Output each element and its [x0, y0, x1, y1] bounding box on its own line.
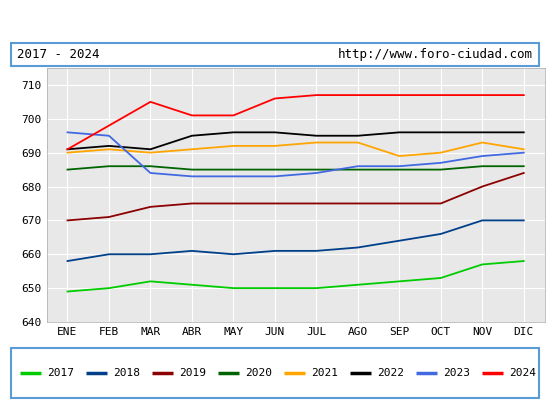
- FancyBboxPatch shape: [11, 348, 539, 398]
- Text: 2024: 2024: [509, 368, 536, 378]
- Text: 2020: 2020: [245, 368, 272, 378]
- Text: 2018: 2018: [113, 368, 140, 378]
- Text: Evolucion num de emigrantes en Órgiva: Evolucion num de emigrantes en Órgiva: [108, 10, 442, 32]
- Text: 2017: 2017: [47, 368, 74, 378]
- Text: 2023: 2023: [443, 368, 470, 378]
- FancyBboxPatch shape: [11, 43, 539, 66]
- Text: http://www.foro-ciudad.com: http://www.foro-ciudad.com: [338, 48, 532, 61]
- Text: 2019: 2019: [179, 368, 206, 378]
- Text: 2022: 2022: [377, 368, 404, 378]
- Text: 2021: 2021: [311, 368, 338, 378]
- Text: 2017 - 2024: 2017 - 2024: [18, 48, 100, 61]
